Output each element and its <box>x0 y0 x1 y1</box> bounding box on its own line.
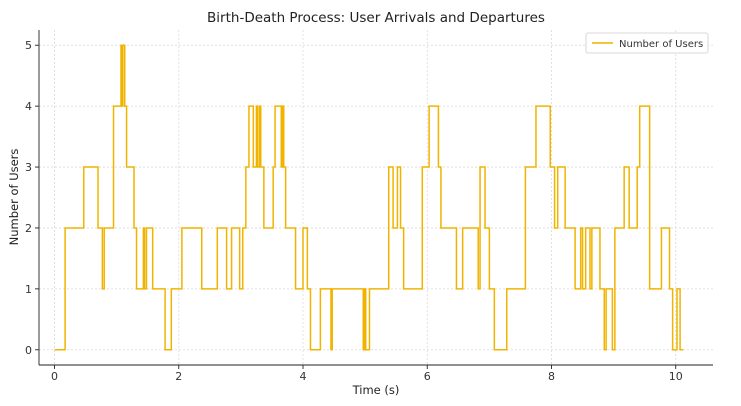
y-ticks: 0 1 2 3 4 5 <box>25 39 39 357</box>
legend-box <box>585 32 709 54</box>
x-tick-label: 0 <box>51 370 58 383</box>
y-tick-label: 3 <box>25 161 32 174</box>
y-tick-label: 2 <box>25 222 32 235</box>
legend-label: Number of Users <box>619 39 703 50</box>
series-layer <box>54 44 684 351</box>
x-ticks: 0 2 4 6 8 10 <box>51 365 683 383</box>
x-tick-label: 10 <box>669 370 683 383</box>
y-tick-label: 4 <box>25 100 32 113</box>
x-tick-label: 6 <box>424 370 431 383</box>
x-axis-label: Time (s) <box>352 383 400 397</box>
x-tick-label: 4 <box>300 370 307 383</box>
legend: Number of Users <box>585 32 709 54</box>
x-tick-label: 2 <box>175 370 182 383</box>
x-tick-label: 8 <box>548 370 555 383</box>
y-axis-label: Number of Users <box>7 149 21 246</box>
series-line-number-of-users <box>54 44 684 351</box>
y-tick-label: 1 <box>25 283 32 296</box>
y-tick-label: 5 <box>25 39 32 52</box>
chart-title: Birth-Death Process: User Arrivals and D… <box>207 10 545 26</box>
y-tick-label: 0 <box>25 344 32 357</box>
